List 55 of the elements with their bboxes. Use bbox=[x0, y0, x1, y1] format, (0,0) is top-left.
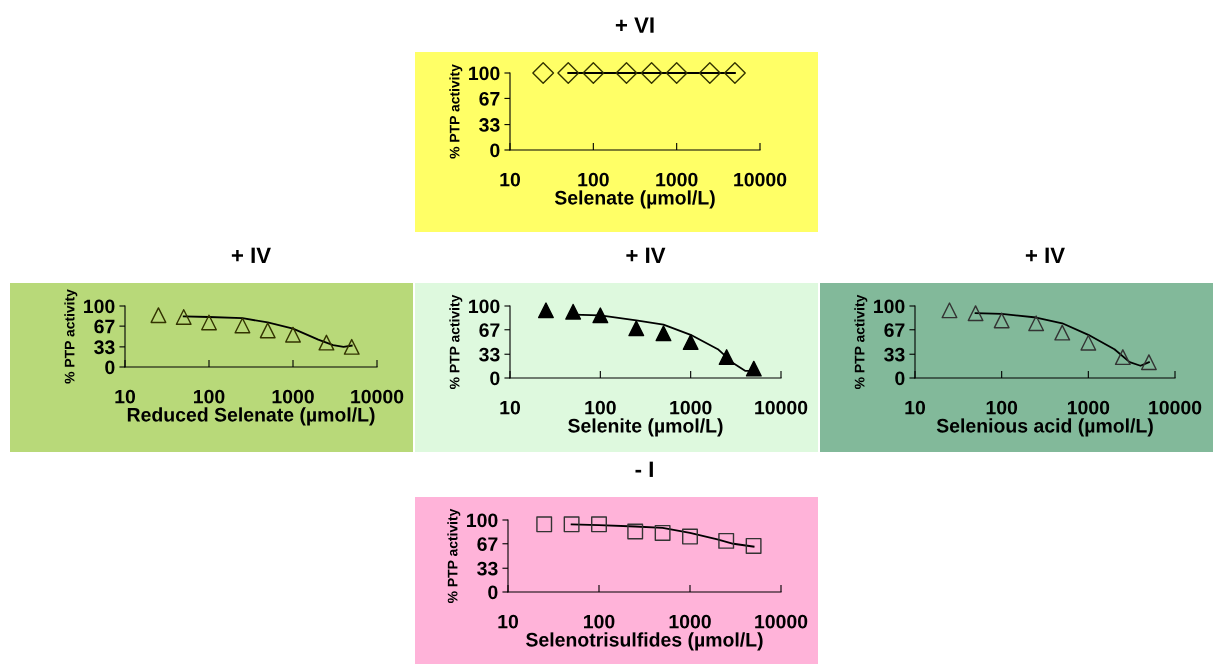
x-tick-label: 1000 bbox=[1067, 400, 1110, 415]
y-axis-title: % PTP activity bbox=[64, 289, 78, 384]
x-tick-label: 100 bbox=[578, 172, 609, 187]
x-tick-label: 10 bbox=[115, 389, 136, 404]
chart-title: + IV bbox=[626, 247, 666, 263]
x-tick-label: 100 bbox=[585, 400, 616, 415]
chart-title: - I bbox=[635, 461, 653, 477]
x-axis-title: Selenite (µmol/L) bbox=[568, 418, 723, 437]
x-tick-label: 10000 bbox=[351, 389, 404, 404]
x-tick-label: 10 bbox=[498, 614, 519, 629]
y-tick-label: 0 bbox=[105, 360, 115, 375]
y-tick-label: 67 bbox=[479, 91, 500, 106]
x-tick-label: 10 bbox=[500, 400, 521, 415]
y-tick-label: 67 bbox=[94, 319, 115, 334]
y-tick-label: 100 bbox=[874, 299, 905, 314]
y-tick-label: 67 bbox=[884, 323, 905, 337]
y-axis-title: % PTP activity bbox=[449, 64, 463, 159]
y-tick-label: 100 bbox=[469, 299, 500, 314]
x-tick-label: 10 bbox=[500, 172, 521, 187]
x-axis-title: Reduced Selenate (µmol/L) bbox=[127, 407, 375, 426]
x-axis-title: Selenotrisulfides (µmol/L) bbox=[526, 632, 763, 651]
x-tick-label: 100 bbox=[584, 614, 615, 629]
y-tick-label: 67 bbox=[477, 537, 498, 551]
y-axis-title: % PTP activity bbox=[449, 294, 463, 389]
y-tick-label: 33 bbox=[477, 561, 498, 576]
chart-title: + IV bbox=[1025, 247, 1065, 263]
y-tick-label: 0 bbox=[488, 585, 498, 600]
x-tick-label: 100 bbox=[986, 400, 1018, 415]
chart-title: + VI bbox=[615, 17, 654, 33]
x-tick-label: 10000 bbox=[755, 400, 808, 415]
y-axis-title: % PTP activity bbox=[854, 294, 868, 389]
y-tick-label: 0 bbox=[490, 143, 500, 158]
x-tick-label: 100 bbox=[194, 389, 225, 404]
x-tick-label: 1000 bbox=[656, 172, 698, 187]
x-tick-label: 1000 bbox=[670, 400, 712, 415]
x-tick-label: 1000 bbox=[669, 614, 711, 629]
y-tick-label: 100 bbox=[84, 299, 115, 314]
x-tick-label: 10 bbox=[905, 400, 926, 415]
y-tick-label: 33 bbox=[479, 347, 500, 362]
y-tick-label: 0 bbox=[895, 371, 905, 386]
x-tick-label: 10000 bbox=[1149, 400, 1202, 415]
x-axis-title: Selenate (µmol/L) bbox=[554, 190, 715, 209]
y-tick-label: 100 bbox=[469, 66, 500, 81]
y-tick-label: 0 bbox=[490, 371, 500, 386]
x-axis-title: Selenious acid (µmol/L) bbox=[936, 418, 1153, 437]
y-tick-label: 33 bbox=[94, 340, 115, 355]
y-tick-label: 33 bbox=[479, 118, 500, 132]
y-tick-label: 33 bbox=[884, 347, 905, 362]
x-tick-label: 1000 bbox=[272, 389, 314, 404]
x-tick-label: 10000 bbox=[734, 172, 787, 187]
y-tick-label: 67 bbox=[479, 323, 500, 337]
x-tick-label: 10000 bbox=[755, 614, 808, 629]
chart-title: + IV bbox=[231, 247, 271, 263]
y-tick-label: 100 bbox=[467, 513, 498, 528]
y-axis-title: % PTP activity bbox=[447, 508, 461, 603]
